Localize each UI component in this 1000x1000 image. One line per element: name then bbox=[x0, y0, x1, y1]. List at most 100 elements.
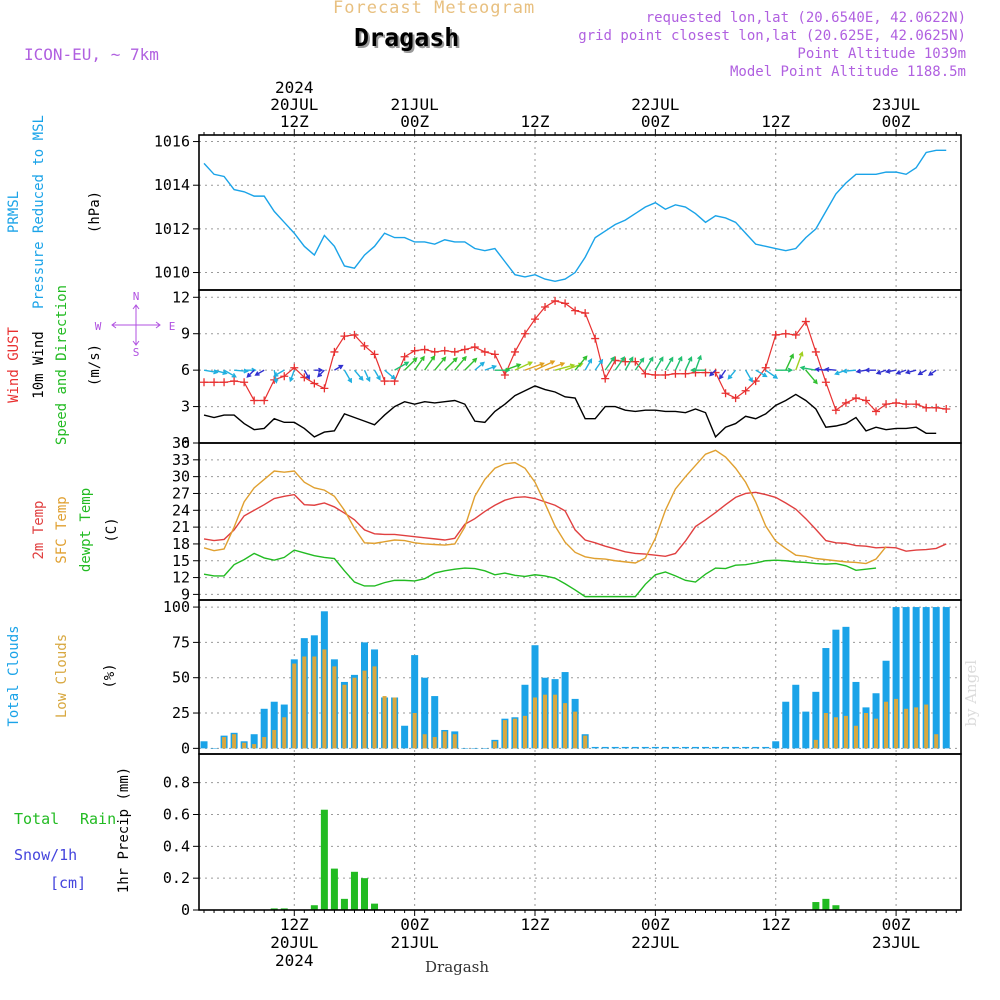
total-cloud-bar bbox=[822, 648, 830, 749]
wind-direction-arrow bbox=[414, 355, 425, 371]
low-cloud-bar bbox=[533, 697, 538, 749]
gust-marker bbox=[220, 378, 229, 387]
gust-marker bbox=[801, 317, 810, 326]
total-cloud-bar bbox=[671, 746, 679, 749]
gust-marker bbox=[641, 369, 650, 378]
wind-direction-arrow bbox=[246, 369, 255, 378]
y-tick-label: 12 bbox=[172, 288, 190, 306]
rain-bar bbox=[371, 903, 379, 910]
gust-marker bbox=[932, 403, 941, 412]
wind-direction-arrow bbox=[727, 369, 737, 380]
model-label: ICON-EU, ~ 7km bbox=[24, 45, 159, 64]
low-cloud-bar bbox=[874, 718, 879, 749]
gust-marker bbox=[781, 329, 790, 338]
wind-direction-arrow bbox=[684, 356, 693, 371]
top-time-label: 12Z bbox=[521, 112, 550, 131]
y-tick-label: 50 bbox=[172, 669, 190, 687]
wind-direction-arrow bbox=[654, 356, 664, 371]
axis-label: (%) bbox=[102, 663, 118, 688]
axis-label: PRMSL bbox=[6, 191, 22, 233]
total-cloud-bar bbox=[401, 725, 409, 749]
low-cloud-bar bbox=[813, 739, 818, 749]
total-cloud-bar bbox=[842, 626, 850, 749]
bottom-time-label: 12Z bbox=[521, 915, 550, 934]
gust-marker bbox=[831, 406, 840, 415]
chart-title: Dragash bbox=[354, 23, 460, 52]
wind-direction-arrow bbox=[814, 367, 826, 373]
y-tick-label: 27 bbox=[172, 484, 190, 502]
wind-direction-arrow bbox=[674, 355, 683, 371]
gust-marker bbox=[821, 378, 830, 387]
bottom-time-label: 21JUL bbox=[391, 933, 439, 952]
gust-marker bbox=[811, 347, 820, 356]
wind-direction-arrow bbox=[544, 361, 566, 371]
gust-marker bbox=[200, 378, 209, 387]
low-cloud-bar bbox=[362, 670, 367, 749]
gust-marker bbox=[460, 345, 469, 354]
dewpt-line bbox=[203, 549, 877, 598]
y-tick-label: 0.2 bbox=[163, 869, 190, 887]
gust-marker bbox=[360, 341, 369, 350]
rain-bar bbox=[812, 902, 820, 910]
y-tick-label: 0.6 bbox=[163, 805, 190, 823]
total-cloud-bar bbox=[591, 746, 599, 749]
bottom-time-label: 20JUL bbox=[270, 933, 318, 952]
y-tick-label: 1010 bbox=[154, 264, 190, 282]
gust-marker bbox=[841, 398, 850, 407]
wind-direction-arrow bbox=[404, 357, 418, 371]
total-cloud-bar bbox=[461, 748, 469, 749]
low-cloud-bar bbox=[252, 744, 257, 749]
low-cloud-bar bbox=[442, 731, 447, 749]
wind-direction-arrow bbox=[384, 369, 396, 380]
gust-marker bbox=[631, 357, 640, 366]
wind-direction-arrow bbox=[254, 369, 265, 376]
gust-marker bbox=[310, 379, 319, 388]
gust-marker bbox=[500, 371, 509, 379]
top-time-label: 00Z bbox=[400, 112, 429, 131]
gust-marker bbox=[771, 330, 780, 339]
wind-compass-icon bbox=[111, 304, 161, 346]
panel-frame bbox=[198, 753, 962, 911]
wind-direction-arrow bbox=[765, 369, 779, 379]
total-cloud-bar bbox=[852, 681, 860, 749]
gust-marker bbox=[340, 332, 349, 341]
low-cloud-bar bbox=[322, 649, 327, 749]
total-cloud-bar bbox=[411, 655, 419, 749]
wind-direction-arrow bbox=[474, 361, 485, 371]
bottom-time-label: 2024 bbox=[275, 951, 314, 970]
total-cloud-bar bbox=[772, 741, 780, 749]
y-tick-label: 0 bbox=[181, 434, 190, 452]
panel-precip: 0 0.2 0.4 0.6 0.8 1hr Precip (mm) bbox=[116, 754, 961, 919]
total-cloud-bar bbox=[942, 607, 950, 749]
total-cloud-bar bbox=[742, 746, 750, 749]
t2m-line bbox=[203, 491, 947, 557]
wind-direction-arrow bbox=[694, 354, 702, 371]
low-cloud-bar bbox=[312, 656, 317, 749]
gust-marker bbox=[280, 372, 289, 381]
total-cloud-bar bbox=[681, 746, 689, 749]
wind-direction-arrow bbox=[314, 367, 324, 373]
wind-direction-arrow bbox=[745, 369, 753, 383]
total-cloud-bar bbox=[782, 701, 790, 749]
gust-marker bbox=[892, 398, 901, 407]
gust-marker bbox=[510, 347, 519, 356]
wind-direction-arrow bbox=[223, 369, 237, 378]
model-point-altitude: Model Point Altitude 1188.5m bbox=[729, 64, 966, 80]
gust-marker bbox=[490, 350, 499, 359]
low-cloud-bar bbox=[272, 729, 277, 749]
total-cloud-bar bbox=[431, 696, 439, 749]
y-tick-label: 9 bbox=[181, 325, 190, 343]
total-cloud-bar bbox=[762, 746, 770, 749]
wind-direction-arrow bbox=[895, 369, 907, 375]
total-cloud-bar bbox=[922, 607, 930, 749]
total-cloud-bar bbox=[691, 746, 699, 749]
wind-direction-arrow bbox=[343, 369, 353, 384]
gust-marker bbox=[861, 396, 870, 405]
low-cloud-bar bbox=[512, 718, 517, 749]
wind-direction-arrow bbox=[514, 361, 534, 371]
gust-marker bbox=[621, 357, 630, 366]
top-time-label: 2024 bbox=[275, 78, 314, 97]
wind-direction-arrow bbox=[709, 369, 717, 377]
total-cloud-bar bbox=[270, 701, 278, 749]
